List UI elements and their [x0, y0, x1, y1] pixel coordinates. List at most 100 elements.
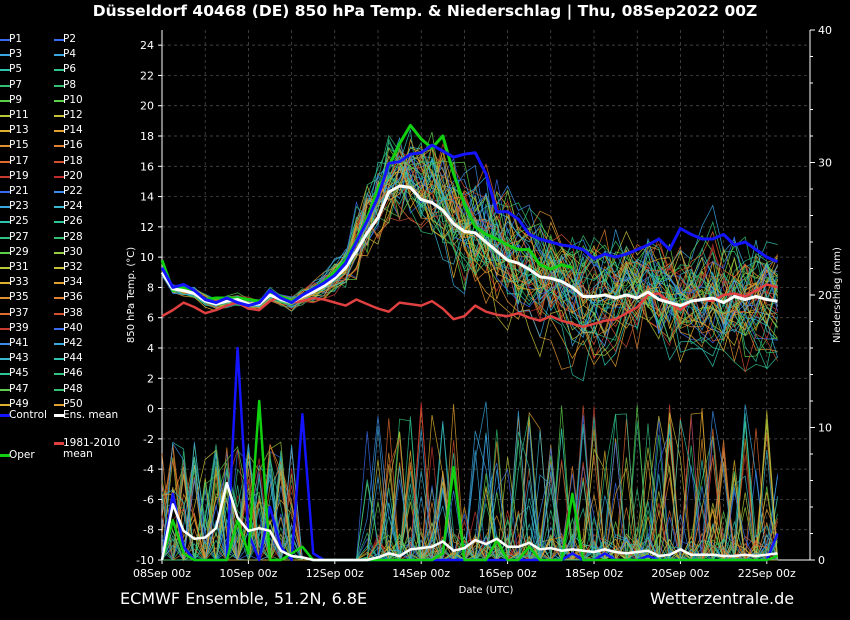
legend-swatch — [0, 39, 10, 41]
x-tick-label: 10Sep 00z — [219, 567, 277, 580]
legend-swatch — [54, 312, 64, 315]
legend-label: P25 — [9, 215, 29, 228]
legend-label: P27 — [9, 230, 29, 243]
legend-swatch — [54, 191, 64, 193]
legend-label: P3 — [9, 48, 23, 61]
axes: -10-8-6-4-202468101214161820222401020304… — [133, 24, 832, 580]
series-1981-2010-mean — [161, 283, 778, 329]
legend-label: P33 — [9, 276, 29, 289]
legend-swatch — [0, 403, 10, 406]
y-tick-label: -10 — [136, 554, 154, 567]
series-ens-mean — [160, 184, 778, 308]
y-tick-label: 14 — [140, 191, 154, 204]
legend-swatch — [54, 297, 64, 300]
legend-swatch — [0, 145, 10, 148]
legend-swatch — [54, 343, 64, 345]
y-tick-label: 2 — [147, 372, 154, 385]
legend-swatch — [0, 388, 10, 391]
legend-swatch — [0, 206, 10, 209]
y-tick-label: 10 — [140, 251, 154, 264]
legend-label: P24 — [63, 200, 83, 213]
y-tick-label: -6 — [143, 493, 154, 506]
legend-label: P45 — [9, 367, 29, 380]
legend-swatch — [0, 84, 10, 87]
member-lines — [161, 129, 778, 562]
legend-label: P50 — [63, 397, 83, 410]
main-series — [160, 123, 779, 562]
legend-swatch — [0, 454, 10, 457]
legend-label: P28 — [63, 230, 83, 243]
legend-label: P40 — [63, 321, 83, 334]
legend-label: Control — [9, 409, 47, 421]
legend-label: P20 — [63, 169, 83, 182]
legend-swatch — [54, 39, 64, 41]
legend-swatch — [0, 267, 10, 269]
y-tick-label: 20 — [140, 100, 154, 113]
legend-label: P34 — [63, 276, 83, 289]
y2-tick-label: 30 — [818, 157, 832, 170]
legend-label: P9 — [9, 93, 23, 106]
legend-swatch — [0, 373, 10, 376]
legend-label: P43 — [9, 352, 29, 365]
legend-label: P36 — [63, 291, 83, 304]
y2-tick-label: 40 — [818, 24, 832, 37]
legend-swatch — [0, 191, 10, 193]
legend-label: P37 — [9, 306, 29, 319]
y2-tick-label: 20 — [818, 289, 832, 302]
legend-swatch — [54, 84, 64, 87]
legend-swatch — [54, 414, 64, 417]
legend-swatch — [0, 343, 10, 345]
legend-label: P38 — [63, 306, 83, 319]
x-tick-label: 22Sep 00z — [738, 567, 796, 580]
legend-label: P42 — [63, 337, 83, 349]
legend-swatch — [0, 54, 10, 57]
series-control — [160, 143, 779, 308]
legend-label: P10 — [63, 93, 83, 106]
legend-swatch — [54, 388, 64, 391]
y2-tick-label: 0 — [818, 554, 825, 567]
legend-swatch — [54, 130, 64, 133]
legend-label: P22 — [63, 185, 83, 197]
legend-label: Ens. mean — [63, 409, 119, 421]
legend-swatch — [54, 69, 64, 72]
footer-site: Wetterzentrale.de — [650, 589, 795, 608]
legend: P1 P2 P3 P4 P5 P6 P7 P8 P9 P10 P11 P12 P13 P14 P15 P16 P… — [0, 32, 130, 472]
legend-label: P2 — [63, 33, 77, 45]
y-tick-label: -2 — [143, 433, 154, 446]
y-tick-label: 22 — [140, 69, 154, 82]
y2-axis-label: Niederschlag (mm) — [832, 247, 843, 343]
legend-swatch — [54, 145, 64, 148]
y-tick-label: 16 — [140, 160, 154, 173]
legend-swatch — [54, 251, 64, 254]
y-tick-label: -4 — [143, 463, 154, 476]
legend-swatch — [0, 236, 10, 239]
legend-label: P23 — [9, 200, 29, 213]
legend-label: P13 — [9, 124, 29, 137]
legend-swatch — [54, 358, 64, 361]
legend-label: P46 — [63, 367, 83, 380]
legend-swatch — [0, 282, 10, 285]
legend-swatch — [54, 327, 64, 330]
legend-swatch — [0, 160, 10, 163]
legend-swatch — [54, 115, 64, 117]
x-tick-label: 16Sep 00z — [479, 567, 537, 580]
legend-swatch — [54, 442, 64, 445]
legend-label: P26 — [63, 215, 83, 228]
legend-label: P41 — [9, 337, 29, 349]
legend-label: P39 — [9, 321, 29, 334]
x-tick-label: 20Sep 00z — [651, 567, 709, 580]
legend-swatch — [0, 115, 10, 117]
legend-swatch — [0, 221, 10, 224]
legend-label: P44 — [63, 352, 83, 365]
legend-swatch — [54, 403, 64, 406]
precip-ens-mean — [160, 481, 778, 562]
member-precip-p37 — [162, 418, 778, 562]
legend-label: P5 — [9, 63, 23, 76]
y-tick-label: -8 — [143, 524, 154, 537]
legend-label: 1981-2010 — [63, 437, 121, 449]
legend-label: P32 — [63, 261, 83, 273]
legend-swatch — [0, 251, 10, 254]
legend-label: P4 — [63, 48, 77, 61]
legend-label: P18 — [63, 154, 83, 167]
